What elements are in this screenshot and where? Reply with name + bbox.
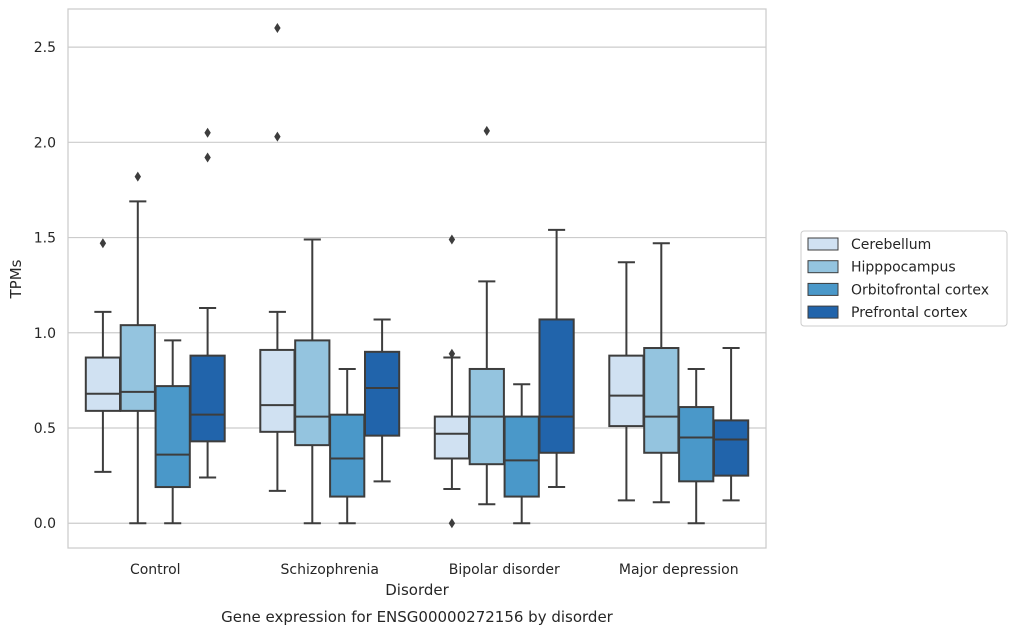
box-group xyxy=(433,234,471,529)
x-axis-label: Disorder xyxy=(385,581,449,599)
y-tick-labels: 0.0 0.5 1.0 1.5 2.0 2.5 xyxy=(34,40,56,532)
box-iqr xyxy=(363,350,401,437)
box-group xyxy=(259,23,296,492)
chart-caption: Gene expression for ENSG00000272156 by d… xyxy=(221,608,614,626)
outlier-point xyxy=(448,234,456,245)
box-iqr xyxy=(119,324,156,412)
box-iqr xyxy=(538,318,575,454)
y-tick-label: 1.0 xyxy=(34,326,56,342)
box-group xyxy=(608,261,645,502)
box-group xyxy=(329,367,366,525)
box-iqr xyxy=(503,415,540,498)
outlier-point xyxy=(204,127,211,138)
outlier-point xyxy=(274,131,281,142)
x-tick-label: Control xyxy=(130,562,181,578)
legend-label: Cerebellum xyxy=(851,237,931,253)
box-iqr xyxy=(712,419,750,477)
box-plot-marks xyxy=(84,23,750,529)
outlier-point xyxy=(448,518,456,529)
box-group xyxy=(294,238,331,525)
legend-swatch xyxy=(807,260,839,274)
outlier-point xyxy=(448,348,456,359)
x-tick-label: Major depression xyxy=(619,562,739,578)
box-group xyxy=(189,127,226,479)
y-axis-label: TPMs xyxy=(7,259,25,299)
box-group xyxy=(643,242,680,504)
y-tick-label: 2.5 xyxy=(34,40,56,56)
box-group xyxy=(678,367,715,525)
y-tick-label: 0.0 xyxy=(34,516,56,532)
box-group xyxy=(538,228,575,489)
box-group xyxy=(468,125,505,506)
box-group xyxy=(84,238,122,473)
legend-swatch xyxy=(807,305,839,319)
plot-frame xyxy=(67,8,767,549)
box-group xyxy=(363,318,401,483)
outlier-point xyxy=(204,152,211,163)
box-iqr xyxy=(189,354,226,443)
box-iqr xyxy=(608,354,645,428)
legend-swatch xyxy=(807,282,839,296)
legend-swatch xyxy=(807,237,839,251)
y-tick-label: 1.5 xyxy=(34,231,56,247)
box-iqr xyxy=(329,413,366,498)
box-iqr xyxy=(154,385,191,489)
x-tick-label: Bipolar disorder xyxy=(449,562,560,578)
legend-label: Hipppocampus xyxy=(851,260,956,276)
box-group xyxy=(119,171,156,525)
box-group xyxy=(154,339,191,525)
box-iqr xyxy=(433,415,471,460)
legend: Cerebellum Hipppocampus Orbitofrontal cort… xyxy=(800,230,1008,327)
box-iqr xyxy=(84,356,122,412)
outlier-point xyxy=(483,125,490,136)
legend-label: Prefrontal cortex xyxy=(851,305,968,321)
outlier-point xyxy=(274,23,281,34)
legend-frame xyxy=(800,230,1008,327)
y-tick-label: 2.0 xyxy=(34,135,56,151)
outlier-point xyxy=(99,238,107,249)
x-tick-labels: Control Schizophrenia Bipolar disorder Majo… xyxy=(130,562,739,578)
outlier-point xyxy=(134,171,141,182)
box-group xyxy=(712,347,750,502)
x-tick-label: Schizophrenia xyxy=(281,562,379,578)
box-group xyxy=(503,383,540,525)
box-iqr xyxy=(643,347,680,454)
box-iqr xyxy=(294,339,331,447)
legend-label: Orbitofrontal cortex xyxy=(851,282,989,298)
box-iqr xyxy=(259,348,296,433)
box-iqr xyxy=(678,406,715,483)
y-tick-label: 0.5 xyxy=(34,421,56,437)
